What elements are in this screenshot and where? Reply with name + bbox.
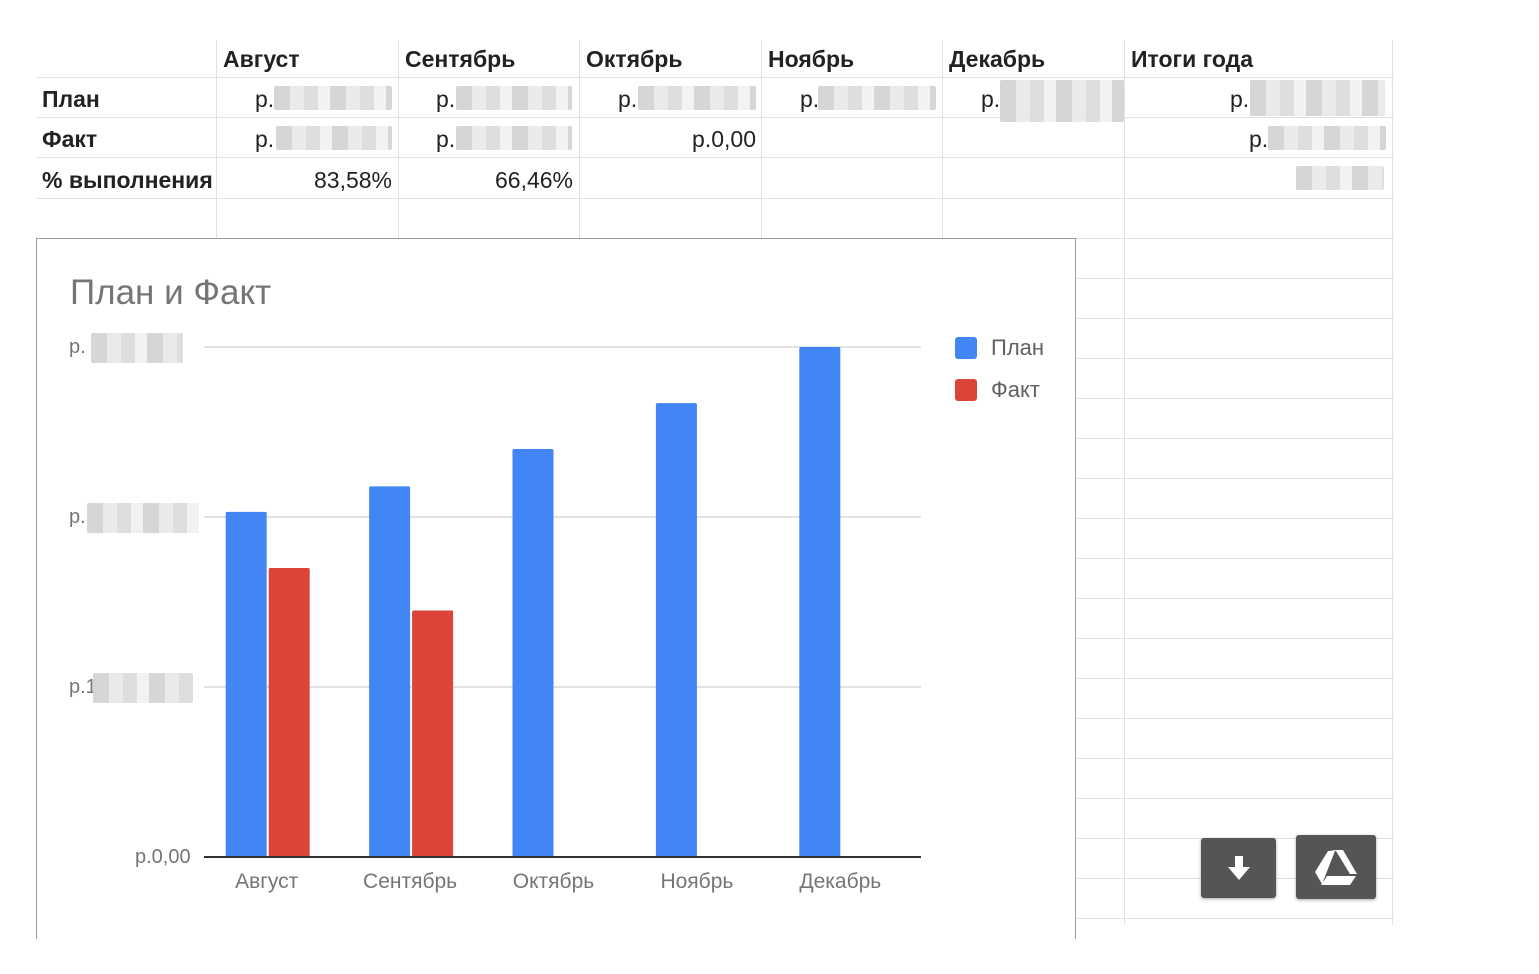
- header-year-total[interactable]: Итоги года: [1131, 46, 1254, 72]
- bar-plan-4: [799, 347, 841, 857]
- x-tick-label: Декабрь: [799, 870, 881, 893]
- cell-fact-october[interactable]: р.0,00: [692, 126, 756, 152]
- bar-fact-1: [412, 610, 454, 857]
- cell-fact-total[interactable]: р.: [1249, 126, 1269, 152]
- cell-completion-august[interactable]: 83,58%: [313, 167, 392, 193]
- row-label-fact[interactable]: Факт: [42, 126, 98, 152]
- bar-plan-3: [655, 403, 697, 857]
- bar-plot: Август Сентябрь Октябрь Ноябрь Декабрь: [204, 346, 921, 893]
- redacted-value: [1000, 80, 1124, 122]
- x-tick-label: Август: [235, 870, 299, 893]
- y-tick-label-lower: р.1: [69, 673, 193, 703]
- bar-plan-1: [369, 486, 411, 857]
- google-drive-icon: [1315, 850, 1357, 885]
- redacted-value: [456, 86, 572, 110]
- redacted-value: [818, 86, 936, 110]
- legend-label-plan: План: [991, 335, 1045, 360]
- row-label-completion[interactable]: % выполнения: [42, 167, 213, 193]
- redacted-value: [91, 333, 183, 363]
- redacted-value: [87, 503, 199, 533]
- header-month-december[interactable]: Декабрь: [949, 46, 1046, 72]
- x-tick-label: Ноябрь: [660, 870, 733, 893]
- legend-item-plan[interactable]: План: [955, 335, 1044, 361]
- header-month-october[interactable]: Октябрь: [586, 46, 683, 72]
- bar-plan-2: [512, 449, 554, 857]
- bar-fact-0: [268, 568, 310, 857]
- save-to-drive-button[interactable]: [1296, 835, 1376, 899]
- header-month-november[interactable]: Ноябрь: [768, 46, 855, 72]
- cell-plan-december[interactable]: р.: [981, 86, 1001, 112]
- redacted-value: [274, 86, 392, 110]
- legend-label-fact: Факт: [991, 377, 1040, 402]
- y-tick-label-top: р.: [69, 333, 183, 363]
- redacted-value: [276, 126, 392, 150]
- legend-swatch-plan: [955, 337, 977, 359]
- redacted-value: [1268, 126, 1386, 150]
- redacted-value: [1296, 166, 1384, 190]
- cell-completion-september[interactable]: 66,46%: [494, 167, 573, 193]
- cell-plan-november[interactable]: р.: [800, 86, 820, 112]
- cell-plan-total[interactable]: р.: [1230, 86, 1250, 112]
- cell-plan-august[interactable]: р.: [255, 86, 275, 112]
- y-tick-label-upper: р.: [69, 503, 199, 533]
- redacted-value: [93, 673, 193, 703]
- y-tick-label-zero: р.0,00: [135, 846, 191, 868]
- redacted-value: [638, 86, 756, 110]
- chart-container[interactable]: План и Факт План Факт р. р. р.1 р.0,00 А…: [36, 238, 1076, 939]
- cell-plan-october[interactable]: р.: [618, 86, 638, 112]
- redacted-value: [1250, 80, 1385, 116]
- download-button[interactable]: [1201, 838, 1276, 898]
- cell-fact-september[interactable]: р.: [436, 126, 456, 152]
- legend-item-fact[interactable]: Факт: [955, 377, 1040, 403]
- legend-swatch-fact: [955, 379, 977, 401]
- cell-plan-september[interactable]: р.: [436, 86, 456, 112]
- x-tick-label: Октябрь: [513, 870, 594, 893]
- cell-fact-august[interactable]: р.: [255, 126, 275, 152]
- bar-plan-0: [225, 511, 267, 857]
- header-month-september[interactable]: Сентябрь: [405, 46, 516, 72]
- row-label-plan[interactable]: План: [42, 86, 100, 112]
- chart-title: План и Факт: [70, 273, 272, 312]
- redacted-value: [456, 126, 572, 150]
- download-icon: [1227, 856, 1250, 880]
- header-month-august[interactable]: Август: [223, 46, 300, 72]
- x-tick-label: Сентябрь: [363, 870, 457, 893]
